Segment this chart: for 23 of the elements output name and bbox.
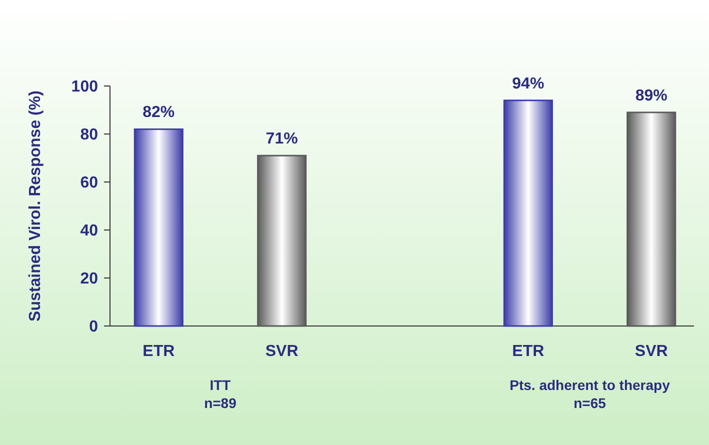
y-tick-label: 60 — [80, 174, 98, 192]
data-label: 71% — [266, 130, 298, 148]
data-label: 82% — [142, 104, 175, 122]
y-tick-label: 20 — [80, 270, 98, 288]
bar — [134, 128, 184, 327]
y-axis-title: Sustained Virol. Response (%) — [27, 90, 44, 322]
x-tick-label: ETR — [512, 343, 545, 360]
text: n=65 — [574, 395, 606, 411]
bar — [257, 154, 307, 327]
y-tick-label: 100 — [71, 78, 98, 96]
text: ITT — [210, 377, 232, 393]
y-tick-label: 0 — [89, 318, 98, 336]
text: n=89 — [204, 395, 237, 411]
bar — [503, 100, 553, 327]
y-tick-label: 40 — [80, 222, 98, 240]
x-tick-label: SVR — [265, 343, 299, 360]
x-tick-label: ETR — [142, 343, 176, 360]
bar — [626, 112, 676, 327]
text: Pts. adherent to therapy — [510, 377, 670, 393]
data-label: 89% — [635, 87, 668, 104]
data-label: 94% — [512, 75, 544, 92]
y-tick-label: 80 — [80, 126, 98, 144]
x-tick-label: SVR — [634, 343, 668, 360]
